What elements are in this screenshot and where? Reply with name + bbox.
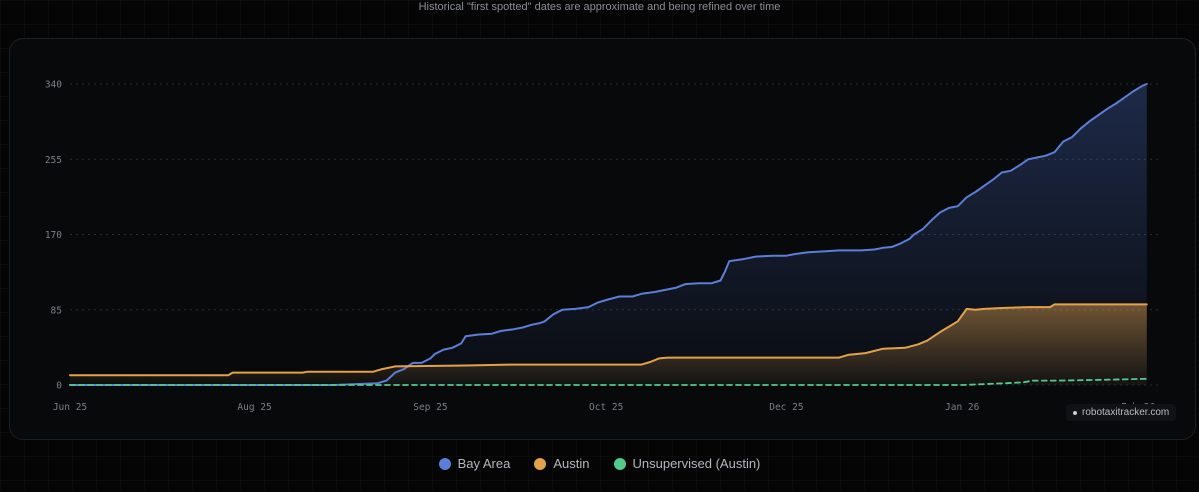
x-tick-label: Oct 25 [589,402,623,413]
series-area-bay-area [70,84,1147,385]
dot-icon [1073,410,1077,415]
legend-label-austin: Austin [553,456,590,471]
legend-label-unsupervised: Unsupervised (Austin) [632,456,761,471]
y-tick-label: 0 [56,381,62,392]
y-tick-label: 340 [45,80,62,91]
series-line-bay-area [69,83,1148,386]
x-tick-label: Jan 26 [945,402,980,413]
x-tick-label: Jun 25 [53,402,87,413]
watermark-text: robotaxitracker.com [1082,407,1170,418]
legend-item-bay-area[interactable]: Bay Area [438,456,511,471]
x-tick-label: Sep 25 [413,402,447,413]
legend-swatch-unsupervised [613,457,626,470]
series-area-austin [70,304,1147,385]
x-tick-label: Aug 25 [237,402,271,413]
legend-item-austin[interactable]: Austin [534,456,590,471]
legend-item-unsupervised[interactable]: Unsupervised (Austin) [613,456,761,471]
y-axis-ticks: 0 85 170 255 340 [45,80,62,392]
series-layer [69,83,1148,386]
y-tick-label: 170 [45,230,62,241]
chart-note: Historical "first spotted" dates are app… [418,1,781,13]
series-line-unsupervised [69,377,1148,386]
x-tick-label: Dec 25 [769,402,803,413]
legend-swatch-austin [534,457,547,470]
series-line-austin [69,303,1148,377]
y-tick-label: 255 [45,155,62,166]
watermark[interactable]: robotaxitracker.com [1066,404,1177,421]
legend-swatch-bay-area [438,457,451,470]
legend-label-bay-area: Bay Area [457,456,511,471]
y-tick-label: 85 [51,305,62,316]
legend: Bay Area Austin Unsupervised (Austin) [0,456,1199,471]
